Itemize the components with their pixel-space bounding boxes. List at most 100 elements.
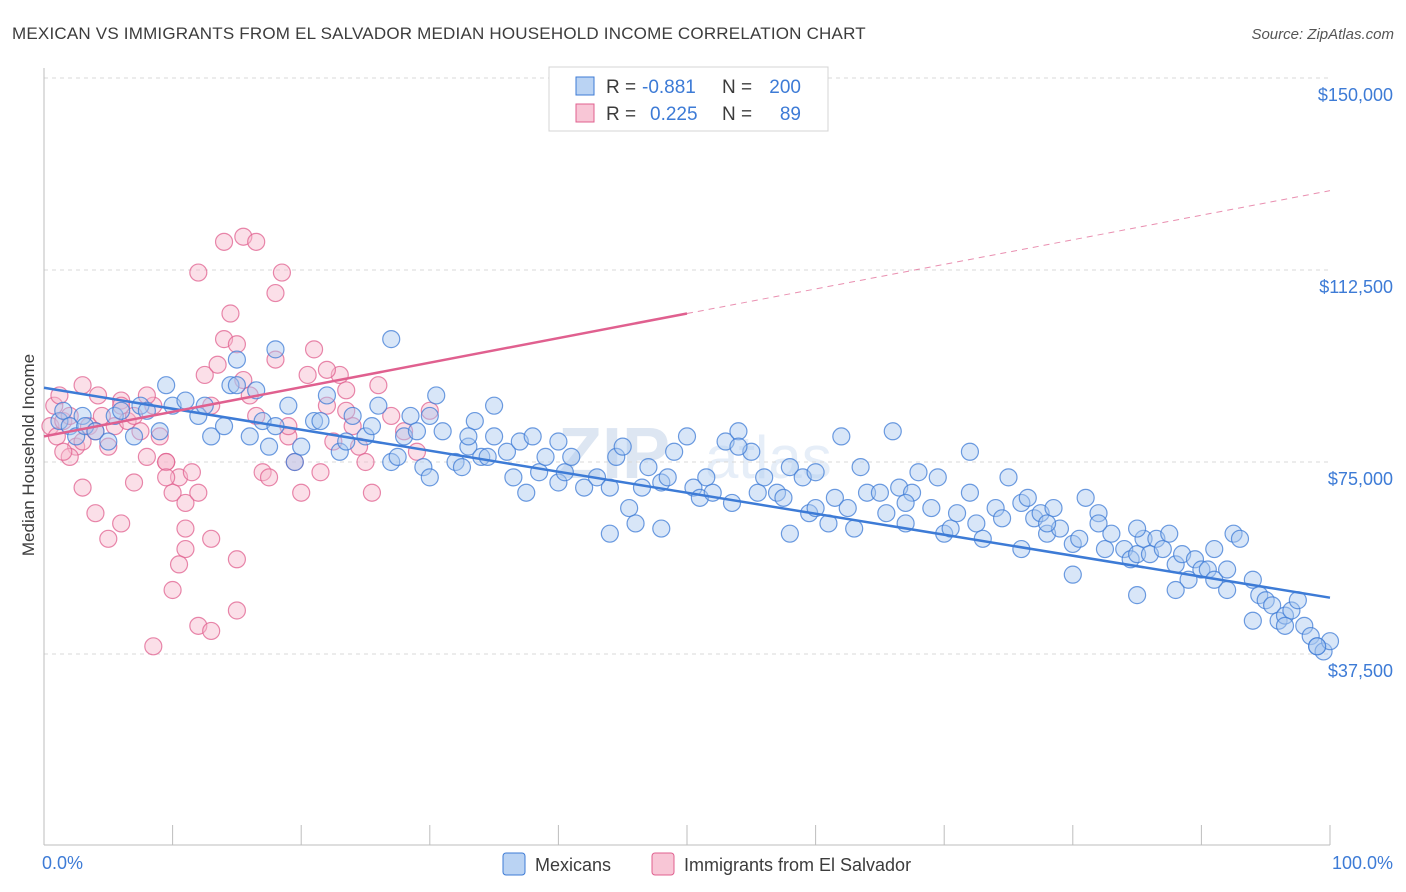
mexicans-point-121 <box>1018 488 1037 507</box>
legend-r-label-0: R = <box>606 77 636 98</box>
mexicans-point-62 <box>536 447 555 466</box>
el-salvador-point-33 <box>227 335 246 354</box>
legend-swatch-el-salvador <box>575 103 595 123</box>
mexicans-point-10 <box>124 427 144 446</box>
el-salvador-point-7 <box>73 376 92 395</box>
mexicans-point-184 <box>1243 611 1262 630</box>
mexicans-point-164 <box>729 437 748 456</box>
legend-r-value-0: -0.881 <box>642 77 696 98</box>
mexicans-point-115 <box>967 514 986 533</box>
mexicans-point-26 <box>259 437 279 456</box>
el-salvador-point-84 <box>157 468 176 487</box>
mexicans-point-87 <box>748 483 767 502</box>
el-salvador-trend-extension <box>686 190 1331 315</box>
mexicans-point-7 <box>99 432 118 451</box>
el-salvador-point-39 <box>266 283 285 303</box>
mexicans-point-54 <box>478 447 497 466</box>
mexicans-point-70 <box>613 437 632 456</box>
mexicans-point-185 <box>1308 637 1327 656</box>
x-tick-label-1: 100.0% <box>1332 853 1393 873</box>
el-salvador-point-25 <box>176 493 195 513</box>
el-salvador-point-54 <box>362 483 382 502</box>
mexicans-point-169 <box>459 427 478 446</box>
mexicans-point-189 <box>1089 514 1108 533</box>
axes <box>43 68 1331 846</box>
el-salvador-point-73 <box>227 601 246 620</box>
y-axis-label: Median Household Income <box>19 354 38 556</box>
el-salvador-point-50 <box>337 381 356 400</box>
mexicans-point-160 <box>1301 626 1320 646</box>
el-salvador-point-23 <box>163 483 182 502</box>
mexicans-point-131 <box>1095 539 1115 559</box>
mexicans-point-173 <box>266 340 285 359</box>
legend-r-value-1: 0.225 <box>650 104 698 125</box>
el-salvador-point-67 <box>176 519 195 538</box>
mexicans-point-183 <box>1127 519 1147 538</box>
el-salvador-point-55 <box>369 376 388 395</box>
mexicans-point-135 <box>1127 545 1147 564</box>
mexicans-point-74 <box>639 458 658 477</box>
mexicans-point-129 <box>1076 488 1095 507</box>
mexicans-point-59 <box>517 483 536 502</box>
mexicans-point-56 <box>497 442 517 461</box>
mexicans-point-71 <box>620 498 639 518</box>
el-salvador-point-32 <box>221 304 240 323</box>
x-tick-labels: 0.0% 100.0% <box>42 853 1393 873</box>
el-salvador-point-13 <box>99 437 118 456</box>
legend-n-label-0: N = <box>722 77 752 98</box>
mexicans-point-110 <box>928 468 947 487</box>
mexicans-point-38 <box>362 417 382 436</box>
mexicans-point-19 <box>202 427 221 446</box>
mexicans-point-91 <box>780 458 799 477</box>
mexicans-point-96 <box>825 488 844 507</box>
mexicans-point-55 <box>485 427 504 446</box>
bottom-legend-swatch-el-salvador <box>651 852 675 876</box>
mexicans-point-154 <box>1263 596 1282 615</box>
mexicans-point-166 <box>652 519 671 538</box>
mexicans-point-168 <box>485 396 504 415</box>
el-salvador-point-64 <box>157 452 176 472</box>
mexicans-point-109 <box>922 498 941 518</box>
chart-source: Source: ZipAtlas.com <box>1251 26 1394 43</box>
el-salvador-point-19 <box>137 447 156 466</box>
mexicans-point-22 <box>227 350 246 369</box>
el-salvador-point-85 <box>317 360 337 379</box>
mexicans-point-39 <box>369 396 388 415</box>
el-salvador-point-66 <box>112 514 131 533</box>
legend-swatch-mexicans <box>575 76 595 96</box>
mexicans-point-29 <box>285 452 304 472</box>
el-salvador-trend-line <box>43 312 688 438</box>
el-salvador-point-57 <box>394 422 414 441</box>
mexicans-point-125 <box>1044 498 1063 518</box>
mexicans-point-147 <box>1205 539 1224 559</box>
el-salvador-point-58 <box>407 442 427 461</box>
mexicans-point-88 <box>755 468 774 487</box>
mexicans-point-136 <box>1134 529 1153 548</box>
mexicans-point-100 <box>851 458 870 477</box>
mexicans-point-107 <box>902 483 922 502</box>
el-salvador-point-81 <box>54 442 73 461</box>
mexicans-point-16 <box>176 391 195 410</box>
el-salvador-point-44 <box>298 365 317 385</box>
mexicans-point-97 <box>832 427 851 446</box>
mexicans-point-179 <box>896 493 915 513</box>
mexicans-point-31 <box>304 411 324 431</box>
mexicans-point-78 <box>677 427 697 446</box>
mexicans-point-139 <box>1153 539 1172 559</box>
mexicans-point-176 <box>1127 586 1147 605</box>
mexicans-point-157 <box>1282 601 1301 620</box>
mexicans-point-90 <box>774 488 793 507</box>
mexicans-point-30 <box>292 437 311 456</box>
mexicans-point-174 <box>960 442 980 461</box>
mexicans-point-36 <box>343 406 362 426</box>
mexicans-point-103 <box>877 504 896 523</box>
el-salvador-point-46 <box>311 463 330 482</box>
legend-box: R = -0.881 N = 200 R = 0.225 N = 89 <box>548 66 829 132</box>
mexicans-point-63 <box>549 473 568 492</box>
mexicans-point-128 <box>1070 529 1089 548</box>
mexicans-point-48 <box>433 422 452 441</box>
mexicans-point-159 <box>1295 616 1314 635</box>
mexicans-point-104 <box>883 422 902 441</box>
mexicans-point-119 <box>999 468 1018 487</box>
el-salvador-point-51 <box>343 417 362 436</box>
